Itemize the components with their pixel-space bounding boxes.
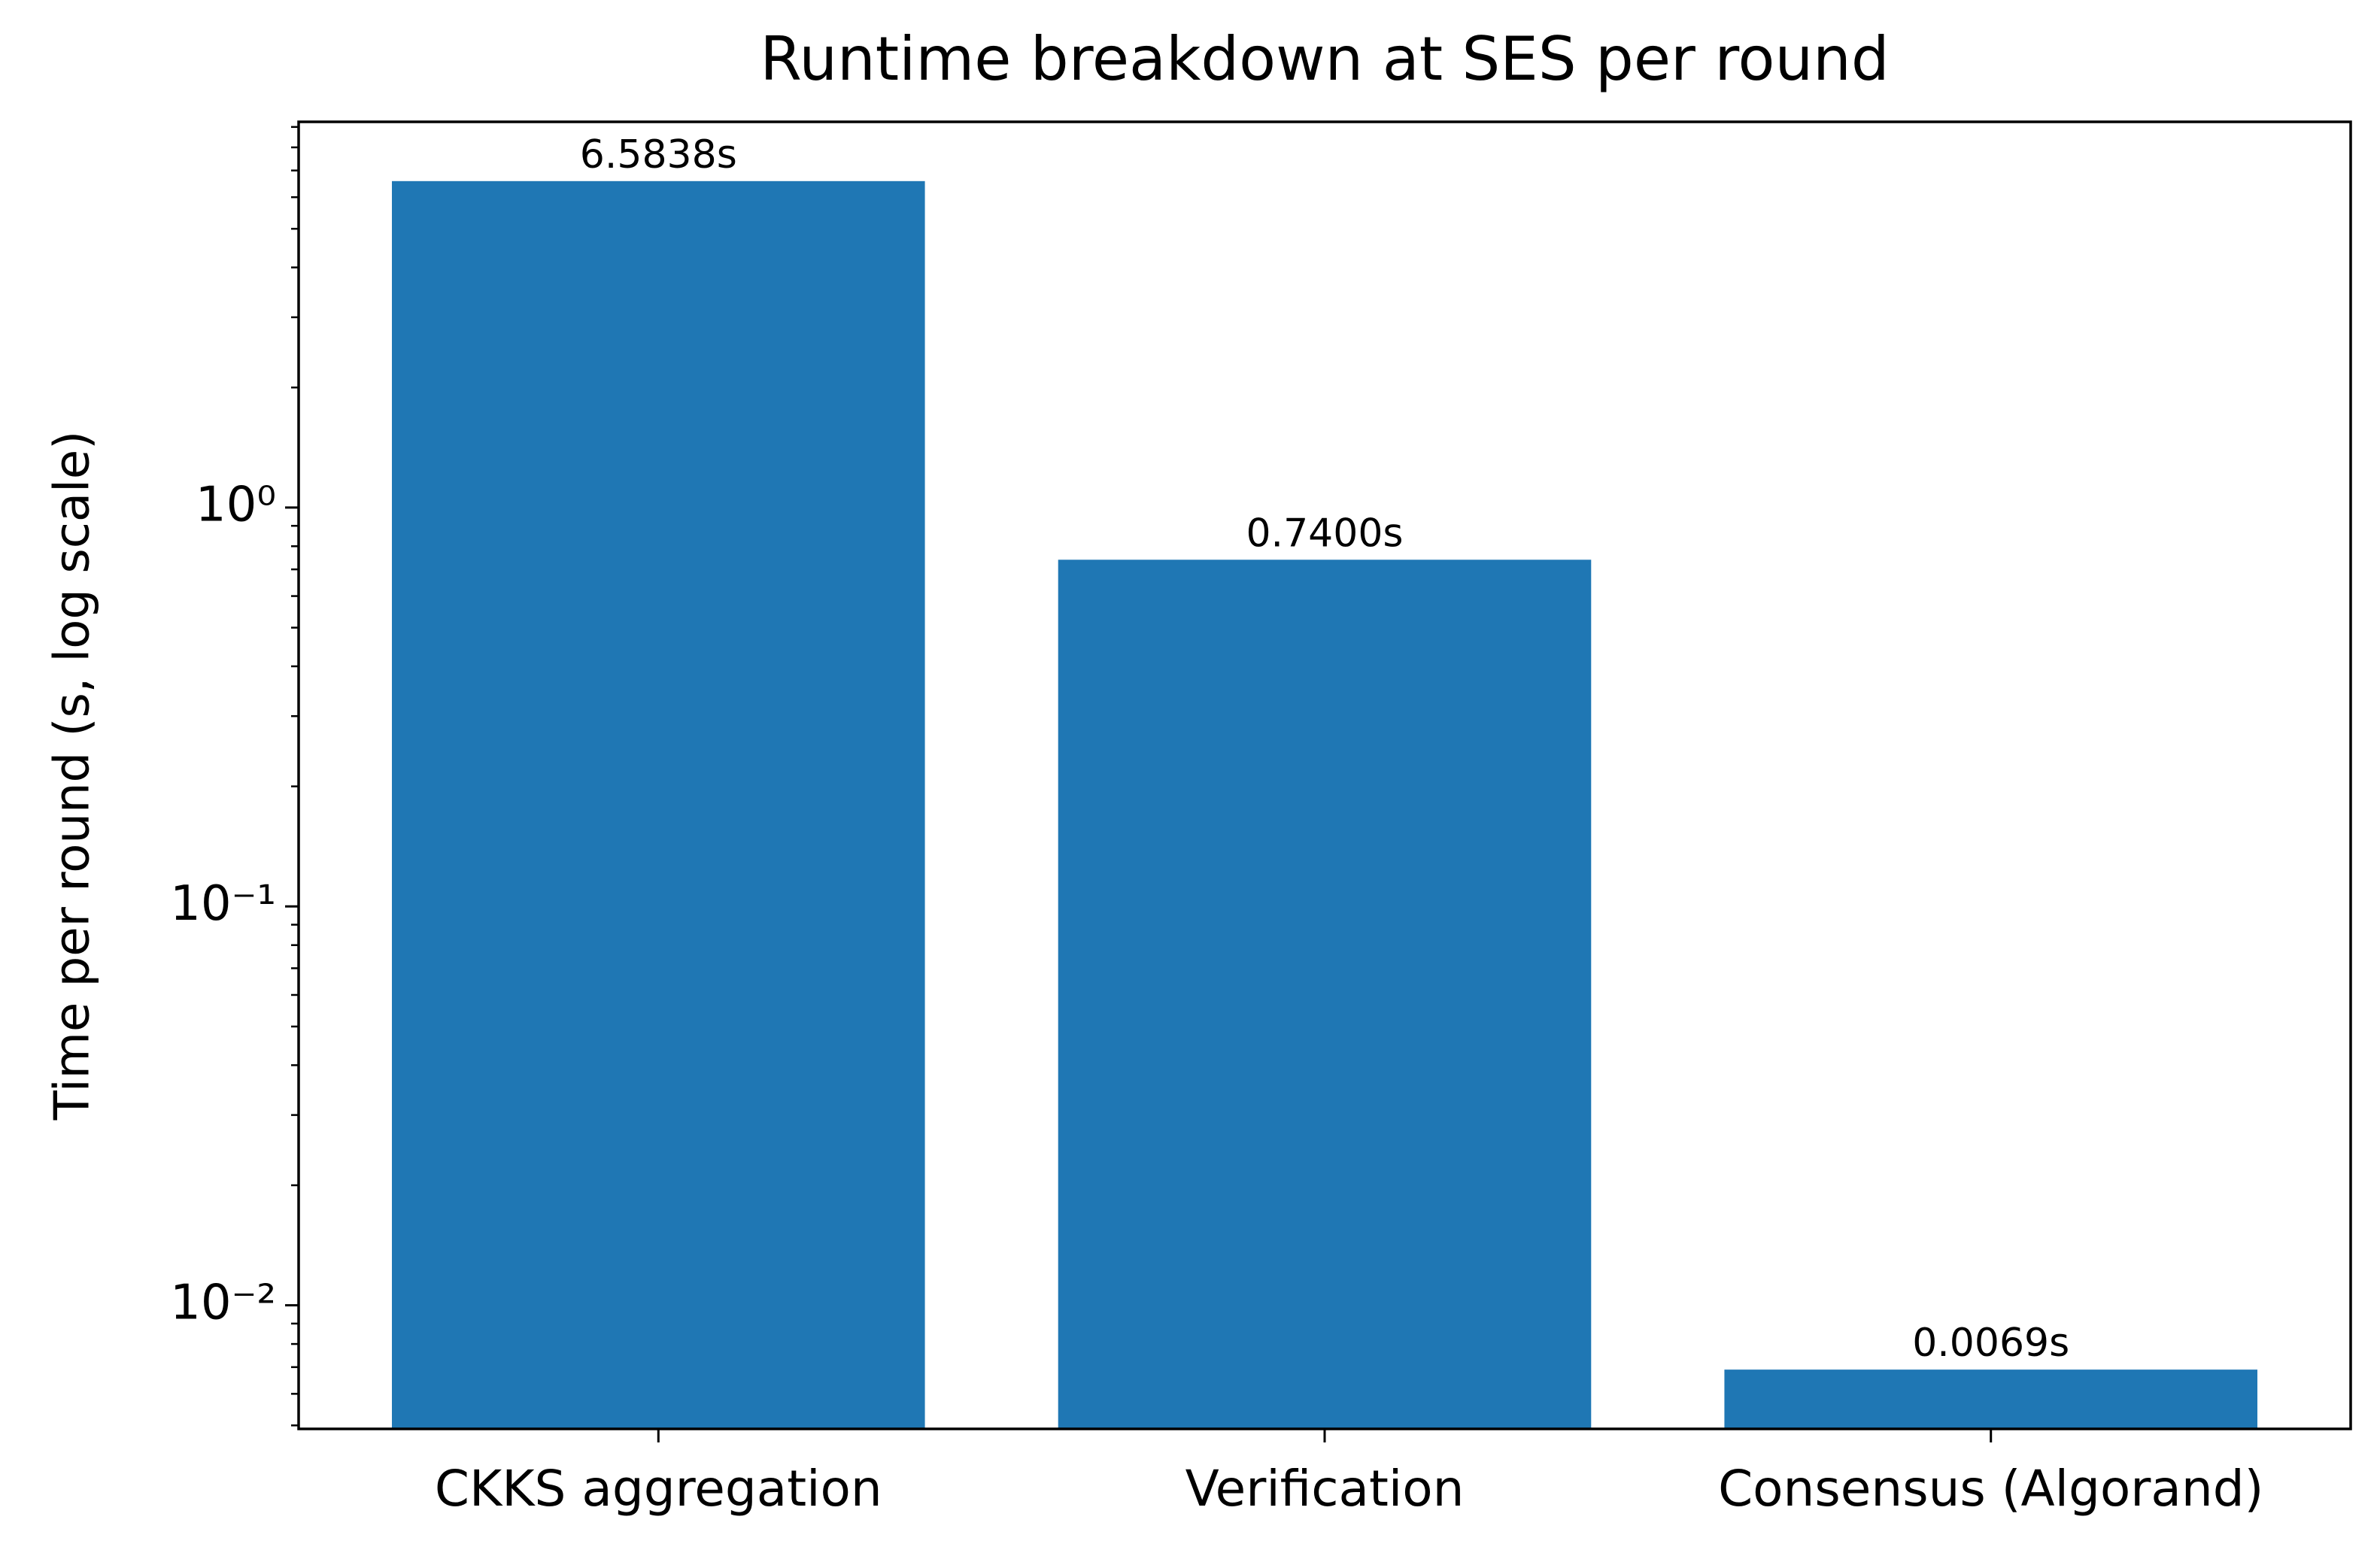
value-label: 6.5838s — [580, 132, 737, 177]
x-tick-label: CKKS aggregation — [435, 1460, 882, 1518]
y-tick-label: 10⁻² — [170, 1275, 276, 1330]
y-tick-label: 10⁻¹ — [170, 876, 276, 932]
x-tick-label: Consensus (Algorand) — [1718, 1460, 2263, 1518]
chart-title: Runtime breakdown at SES per round — [760, 24, 1889, 94]
bar — [1058, 560, 1592, 1429]
bar — [392, 180, 925, 1429]
x-tick-label: Verification — [1185, 1460, 1465, 1518]
y-axis-label: Time per round (s, log scale) — [45, 431, 101, 1121]
value-label: 0.7400s — [1246, 511, 1403, 556]
value-label: 0.0069s — [1912, 1321, 2069, 1366]
y-tick-label: 10⁰ — [196, 477, 276, 532]
plot-frame — [297, 120, 2352, 1430]
bar — [1724, 1369, 2257, 1429]
